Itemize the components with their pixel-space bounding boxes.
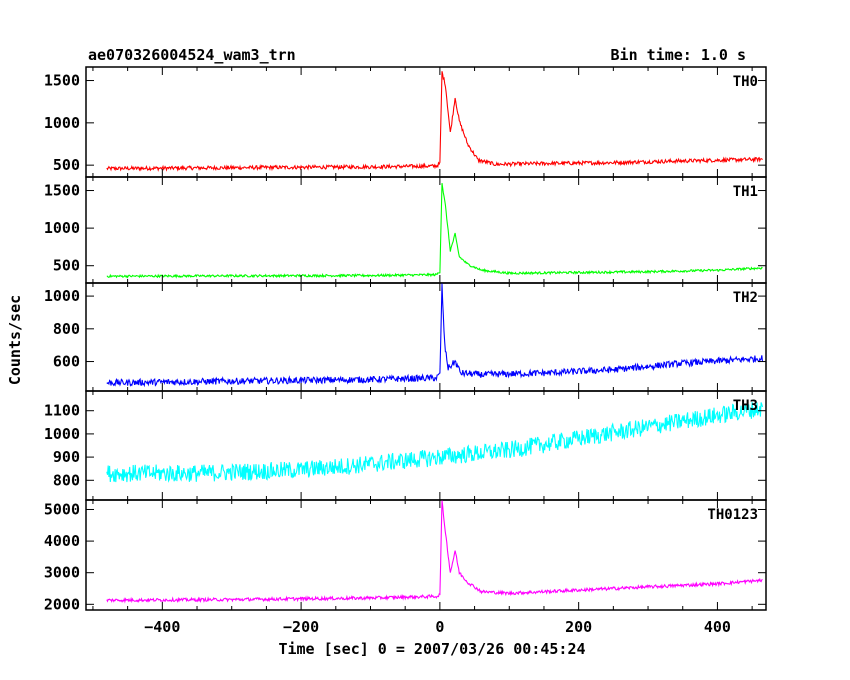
y-tick-label: 900	[53, 448, 80, 466]
x-axis-label: Time [sec] 0 = 2007/03/26 00:45:24	[278, 640, 585, 658]
y-tick-label: 1000	[44, 114, 80, 132]
panel-th1: 500 1000 1500 TH1	[44, 176, 767, 284]
y-tick-label: 1500	[44, 72, 80, 90]
x-tick-label: 400	[704, 618, 731, 636]
panel-frame	[85, 66, 767, 178]
panel-frame	[85, 499, 767, 611]
panel-frame	[85, 390, 767, 501]
y-tick-label: 1000	[44, 287, 80, 305]
panel-th0: 500 1000 1500 TH0	[44, 66, 767, 178]
series-line-th1	[106, 183, 763, 279]
y-axis-label: Counts/sec	[6, 295, 24, 385]
y-tick-label: 800	[53, 320, 80, 338]
y-tick-label: 600	[53, 353, 80, 371]
y-tick-label: 1000	[44, 425, 80, 443]
panel-label-th3: TH3	[733, 398, 758, 414]
y-tick-label: 1500	[44, 182, 80, 200]
panel-label-th0123: TH0123	[707, 507, 758, 523]
panel-frame	[85, 282, 767, 392]
panel-label-th0: TH0	[733, 74, 758, 90]
x-tick-label: 0	[435, 618, 444, 636]
chart-title: ae070326004524_wam3_trn	[88, 46, 296, 64]
y-tick-label: 500	[53, 257, 80, 275]
panel-frame	[85, 176, 767, 284]
y-tick-label: 1100	[44, 402, 80, 420]
y-tick-label: 4000	[44, 532, 80, 550]
bin-time-label: Bin time: 1.0 s	[611, 46, 746, 64]
series-line-th3	[106, 402, 764, 483]
y-tick-label: 800	[53, 471, 80, 489]
series-line-th0123	[106, 500, 763, 604]
y-tick-label: 500	[53, 156, 80, 174]
y-tick-label: 3000	[44, 564, 80, 582]
panel-label-th1: TH1	[733, 184, 758, 200]
x-tick-label: −400	[144, 618, 180, 636]
x-tick-label: −200	[283, 618, 319, 636]
series-line-th2	[106, 283, 764, 388]
y-tick-label: 5000	[44, 500, 80, 518]
x-axis: −400 −200 0 200 400	[144, 618, 731, 636]
panel-th3: 800 900 1000 1100 TH3	[44, 390, 767, 501]
y-tick-label: 1000	[44, 219, 80, 237]
y-tick-label: 2000	[44, 595, 80, 613]
panel-th2: 600 800 1000 TH2	[44, 282, 767, 392]
panels-group: 500 1000 1500 TH0 500 1000 1500 TH1 600 800 1000 TH…	[44, 66, 767, 613]
x-tick-label: 200	[565, 618, 592, 636]
series-line-th0	[106, 71, 763, 172]
panel-th0123: 2000 3000 4000 5000 TH0123	[44, 499, 767, 613]
panel-label-th2: TH2	[733, 290, 758, 306]
